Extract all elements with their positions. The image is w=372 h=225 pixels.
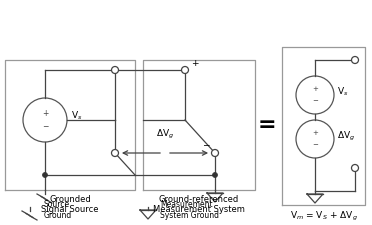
Text: +: + — [42, 108, 48, 117]
Text: Ground-referenced
Measurement System: Ground-referenced Measurement System — [153, 195, 245, 214]
Text: −: − — [42, 122, 48, 131]
Circle shape — [112, 149, 119, 157]
Text: −: − — [312, 142, 318, 148]
Text: −: − — [202, 140, 210, 149]
Circle shape — [212, 149, 218, 157]
Text: +: + — [312, 130, 318, 136]
Text: V$_s$: V$_s$ — [337, 86, 349, 98]
Text: +: + — [312, 86, 318, 92]
Text: Grounded
Signal Source: Grounded Signal Source — [41, 195, 99, 214]
Text: V$_s$: V$_s$ — [71, 110, 83, 122]
Circle shape — [182, 67, 189, 74]
Circle shape — [352, 164, 359, 171]
Text: =: = — [258, 115, 276, 135]
Circle shape — [42, 173, 48, 178]
Circle shape — [212, 173, 218, 178]
Text: ΔV$_g$: ΔV$_g$ — [337, 129, 355, 143]
Circle shape — [352, 56, 359, 63]
Circle shape — [112, 67, 119, 74]
Text: V$_m$ = V$_S$ + ΔV$_g$: V$_m$ = V$_S$ + ΔV$_g$ — [289, 210, 357, 223]
Text: ΔV$_g$: ΔV$_g$ — [156, 128, 174, 141]
Text: Measurement
System Ground: Measurement System Ground — [160, 200, 219, 220]
Text: +: + — [191, 59, 199, 68]
Text: −: − — [312, 98, 318, 104]
Text: Source
Ground: Source Ground — [44, 200, 72, 220]
